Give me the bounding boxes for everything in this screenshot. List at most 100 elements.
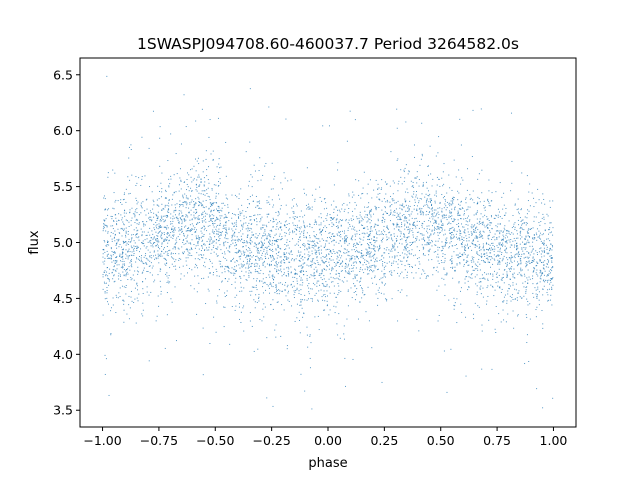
data-point (139, 255, 141, 257)
data-point (227, 204, 229, 206)
data-point (350, 270, 352, 272)
data-point (152, 244, 154, 246)
data-point (499, 287, 501, 289)
data-point (310, 260, 312, 262)
data-point (489, 252, 491, 254)
data-point (262, 292, 264, 294)
data-point (542, 407, 544, 409)
data-point (106, 225, 108, 227)
data-point (323, 268, 325, 270)
data-point (207, 276, 209, 278)
data-point (377, 304, 379, 306)
data-point (319, 274, 321, 276)
data-point (111, 216, 113, 218)
data-point (368, 250, 370, 252)
data-point (188, 190, 190, 192)
data-point (248, 255, 250, 257)
data-point (352, 358, 354, 360)
data-point (472, 239, 474, 241)
data-point (243, 264, 245, 266)
data-point (455, 233, 457, 235)
data-point (166, 228, 168, 230)
data-point (126, 220, 128, 222)
data-point (216, 239, 218, 241)
data-point (321, 272, 323, 274)
data-point (206, 213, 208, 215)
data-point (141, 176, 143, 178)
data-point (362, 187, 364, 189)
data-point (183, 181, 185, 183)
data-point (304, 262, 306, 264)
data-point (351, 196, 353, 198)
data-point (322, 229, 324, 231)
data-point (150, 245, 152, 247)
data-point (497, 281, 499, 283)
data-point (178, 190, 180, 192)
data-point (503, 300, 505, 302)
data-point (546, 252, 548, 254)
data-point (186, 204, 188, 206)
data-point (352, 191, 354, 193)
data-point (130, 260, 132, 262)
data-point (316, 282, 318, 284)
data-point (381, 270, 383, 272)
data-point (330, 281, 332, 283)
data-point (152, 199, 154, 201)
data-point (299, 332, 301, 334)
data-point (219, 182, 221, 184)
data-point (150, 211, 152, 213)
data-point (338, 275, 340, 277)
data-point (125, 274, 127, 276)
data-point (448, 247, 450, 249)
data-point (264, 235, 266, 237)
data-point (215, 192, 217, 194)
data-point (265, 233, 267, 235)
data-point (295, 273, 297, 275)
data-point (223, 306, 225, 308)
data-point (449, 228, 451, 230)
data-point (438, 247, 440, 249)
data-point (121, 246, 123, 248)
data-point (318, 238, 320, 240)
data-point (217, 210, 219, 212)
data-point (219, 215, 221, 217)
data-point (280, 268, 282, 270)
data-point (130, 265, 132, 267)
data-point (160, 220, 162, 222)
data-point (326, 237, 328, 239)
data-point (395, 240, 397, 242)
data-point (344, 208, 346, 210)
data-point (244, 241, 246, 243)
data-point (146, 270, 148, 272)
data-point (502, 238, 504, 240)
data-point (168, 178, 170, 180)
data-point (272, 221, 274, 223)
data-point (404, 167, 406, 169)
data-point (355, 235, 357, 237)
data-point (374, 275, 376, 277)
data-point (441, 211, 443, 213)
data-point (201, 232, 203, 234)
data-point (336, 214, 338, 216)
data-point (288, 223, 290, 225)
data-point (273, 178, 275, 180)
data-point (129, 209, 131, 211)
data-point (383, 225, 385, 227)
data-point (215, 197, 217, 199)
data-point (216, 300, 218, 302)
data-point (257, 271, 259, 273)
data-point (187, 257, 189, 259)
data-point (195, 184, 197, 186)
data-point (436, 184, 438, 186)
data-point (523, 273, 525, 275)
data-point (222, 202, 224, 204)
data-point (316, 257, 318, 259)
data-point (478, 244, 480, 246)
data-point (476, 222, 478, 224)
data-point (198, 174, 200, 176)
data-point (368, 253, 370, 255)
data-point (303, 229, 305, 231)
data-point (188, 212, 190, 214)
data-point (190, 209, 192, 211)
data-point (437, 260, 439, 262)
